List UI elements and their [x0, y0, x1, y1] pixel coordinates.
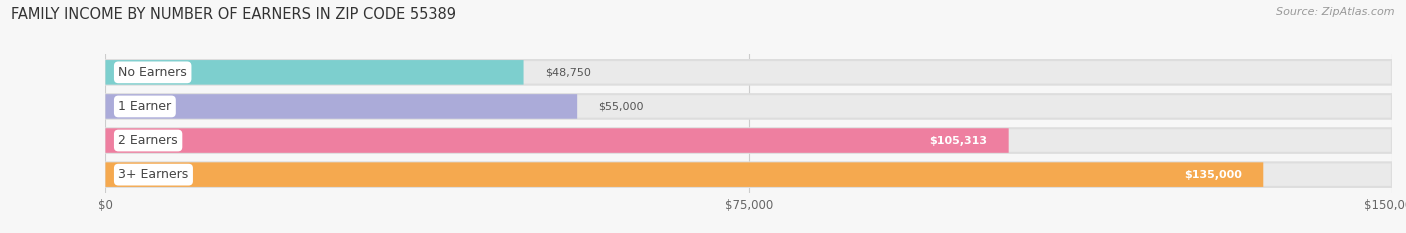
Text: $48,750: $48,750 — [546, 67, 591, 77]
Text: FAMILY INCOME BY NUMBER OF EARNERS IN ZIP CODE 55389: FAMILY INCOME BY NUMBER OF EARNERS IN ZI… — [11, 7, 457, 22]
FancyBboxPatch shape — [105, 162, 1392, 187]
FancyBboxPatch shape — [105, 128, 1008, 153]
FancyBboxPatch shape — [105, 94, 1392, 119]
FancyBboxPatch shape — [105, 128, 1392, 153]
Text: Source: ZipAtlas.com: Source: ZipAtlas.com — [1277, 7, 1395, 17]
Text: 1 Earner: 1 Earner — [118, 100, 172, 113]
FancyBboxPatch shape — [105, 60, 523, 85]
Text: 2 Earners: 2 Earners — [118, 134, 179, 147]
Text: $105,313: $105,313 — [929, 136, 987, 146]
FancyBboxPatch shape — [105, 94, 578, 119]
FancyBboxPatch shape — [105, 60, 1392, 85]
FancyBboxPatch shape — [105, 162, 1264, 187]
Text: 3+ Earners: 3+ Earners — [118, 168, 188, 181]
Text: No Earners: No Earners — [118, 66, 187, 79]
Text: $55,000: $55,000 — [599, 101, 644, 111]
Text: $135,000: $135,000 — [1184, 170, 1241, 180]
